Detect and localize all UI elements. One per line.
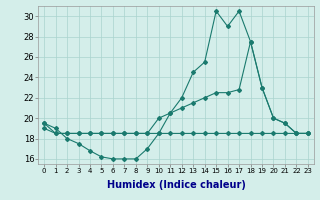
X-axis label: Humidex (Indice chaleur): Humidex (Indice chaleur): [107, 180, 245, 190]
